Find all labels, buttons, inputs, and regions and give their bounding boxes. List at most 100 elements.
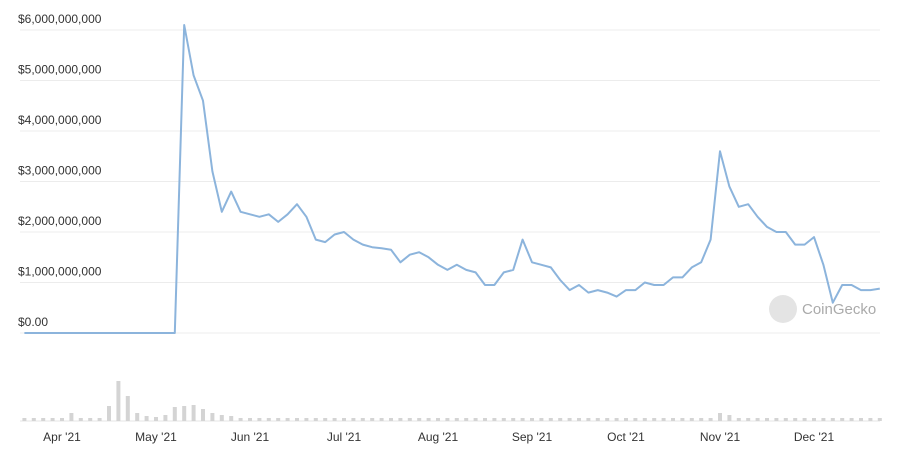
volume-bar xyxy=(840,418,845,421)
volume-bar xyxy=(191,405,196,421)
volume-bar xyxy=(31,418,36,421)
volume-bar xyxy=(436,418,440,421)
volume-bar xyxy=(219,415,224,421)
logo xyxy=(769,295,797,323)
volume-bar xyxy=(323,418,328,421)
volume-bar xyxy=(877,418,882,421)
volume-bar xyxy=(389,418,393,421)
volume-bar xyxy=(671,418,675,421)
volume-bar xyxy=(304,418,309,421)
volume-bar xyxy=(746,418,751,421)
volume-bar xyxy=(755,418,760,421)
x-tick-label: Jun '21 xyxy=(231,430,270,444)
volume-bar xyxy=(614,418,619,421)
volume-bar xyxy=(163,415,168,421)
volume-bar xyxy=(483,418,487,421)
volume-bar xyxy=(97,418,102,421)
x-tick-label: Sep '21 xyxy=(512,430,553,444)
volume-bar xyxy=(558,418,563,421)
market-cap-line xyxy=(24,24,880,334)
volume-bar xyxy=(22,418,27,421)
volume-bar xyxy=(78,418,83,421)
volume-bar xyxy=(661,418,666,421)
volume-bar xyxy=(802,418,807,421)
volume-bar xyxy=(116,381,121,421)
y-tick-label: $4,000,000,000 xyxy=(18,113,102,127)
volume-bar xyxy=(135,413,140,421)
volume-bar xyxy=(718,413,722,421)
volume-bar xyxy=(586,418,591,421)
volume-bar xyxy=(868,418,873,421)
volume-bar xyxy=(172,407,177,421)
volume-bar xyxy=(454,418,459,421)
volume-bar xyxy=(464,418,469,421)
x-tick-label: May '21 xyxy=(135,430,177,444)
volume-bar xyxy=(473,418,478,421)
volume-bar xyxy=(652,418,657,421)
y-tick-label: $3,000,000,000 xyxy=(18,164,102,178)
volume-bar xyxy=(567,418,572,421)
volume-bar xyxy=(680,418,685,421)
y-tick-label: $5,000,000,000 xyxy=(18,63,102,77)
volume-bar xyxy=(332,418,337,421)
x-tick-label: Jul '21 xyxy=(327,430,362,444)
volume-bar xyxy=(351,418,356,421)
volume-bar xyxy=(595,418,600,421)
volume-bar xyxy=(605,418,610,421)
volume-bar xyxy=(276,418,281,421)
y-tick-label: $0.00 xyxy=(18,315,48,329)
volume-bar xyxy=(125,396,130,421)
volume-bar xyxy=(379,418,384,421)
volume-bar xyxy=(295,418,299,421)
volume-bar xyxy=(41,418,46,421)
volume-bar xyxy=(492,418,497,421)
volume-bar xyxy=(642,418,647,421)
volume-bar xyxy=(736,418,741,421)
volume-bar xyxy=(783,418,788,421)
volume-bar xyxy=(859,418,863,421)
x-tick-label: Oct '21 xyxy=(607,430,645,444)
volume-bar xyxy=(201,409,205,421)
volume-bar xyxy=(154,417,158,421)
volume-bar xyxy=(50,418,55,421)
volume-bar xyxy=(238,418,243,421)
volume-bar xyxy=(229,416,234,421)
volume-bar xyxy=(511,418,516,421)
volume-bar xyxy=(501,418,506,421)
volume-bar xyxy=(144,416,149,421)
volume-bar xyxy=(370,418,375,421)
volume-bar xyxy=(88,418,93,421)
volume-bar xyxy=(812,418,816,421)
volume-bar xyxy=(793,418,798,421)
volume-bar xyxy=(285,418,290,421)
volume-bar xyxy=(445,418,450,421)
volume-bar xyxy=(248,418,252,421)
volume-bar xyxy=(821,418,826,421)
volume-bar xyxy=(699,418,704,421)
volume-bar xyxy=(530,418,534,421)
x-tick-label: Dec '21 xyxy=(794,430,835,444)
volume-bar xyxy=(257,418,262,421)
y-tick-label: $6,000,000,000 xyxy=(18,12,102,26)
volume-bar xyxy=(407,418,412,421)
volume-bar xyxy=(210,413,215,421)
volume-bar xyxy=(360,418,365,421)
volume-bar xyxy=(624,418,628,421)
volume-bar xyxy=(426,418,431,421)
volume-bar xyxy=(830,418,835,421)
x-tick-label: Aug '21 xyxy=(418,430,459,444)
volume-bar xyxy=(266,418,271,421)
volume-bar xyxy=(398,418,403,421)
volume-bar xyxy=(313,418,318,421)
volume-bar xyxy=(765,418,769,421)
volume-bar xyxy=(60,418,64,421)
volume-bar xyxy=(548,418,553,421)
volume-bar xyxy=(577,418,581,421)
volume-bar xyxy=(69,413,74,421)
y-tick-label: $1,000,000,000 xyxy=(18,265,102,279)
x-tick-label: Apr '21 xyxy=(43,430,81,444)
volume-bar xyxy=(182,406,187,421)
volume-bar xyxy=(708,418,713,421)
volume-bar xyxy=(539,418,544,421)
